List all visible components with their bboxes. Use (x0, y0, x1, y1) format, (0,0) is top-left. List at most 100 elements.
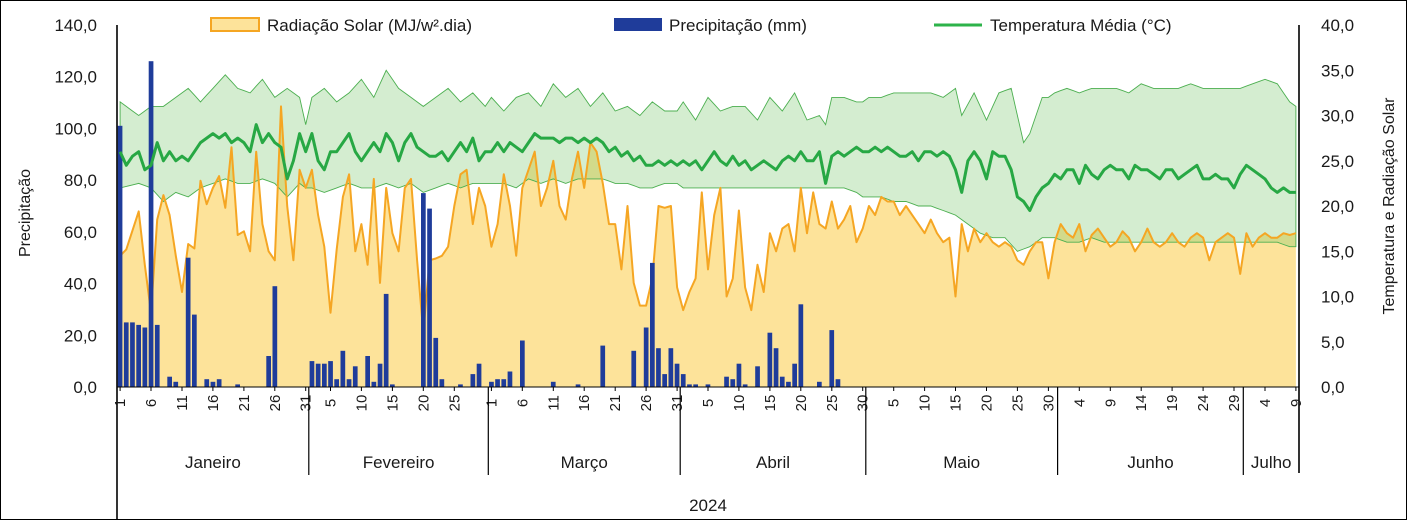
day-tick-label: 29 (1226, 395, 1243, 412)
day-tick-label: 15 (762, 395, 779, 412)
precipitation-bar-19 (315, 363, 321, 387)
right-tick-label: 10,0 (1321, 288, 1354, 307)
left-tick-label: 20,0 (64, 326, 97, 345)
precipitation-bar-26 (365, 356, 370, 387)
right-tick-label: 30,0 (1321, 107, 1354, 126)
precipitation-bars (117, 61, 841, 388)
precipitation-bar-8 (167, 376, 172, 387)
month-label-janeiro: Janeiro (185, 453, 241, 472)
precipitation-bar-15 (235, 384, 240, 387)
precipitation-bar-11 (192, 314, 197, 387)
precipitation-bar-68 (817, 381, 822, 387)
x-axis-year-label: 2024 (689, 496, 727, 515)
precipitation-bar-16 (266, 356, 271, 387)
day-tick-label: 10 (731, 395, 748, 412)
left-tick-label: 60,0 (64, 223, 97, 242)
day-tick-label: 6 (514, 399, 531, 407)
precipitation-bar-12 (204, 379, 210, 387)
day-tick-label: 1 (112, 399, 129, 407)
day-tick-label: 10 (353, 395, 370, 412)
left-axis-ticks: 0,0 20,0 40,0 60,0 80,0 100,0 120,0 140,0 (54, 16, 97, 397)
left-tick-label: 0,0 (73, 378, 97, 397)
left-tick-label: 140,0 (54, 16, 97, 35)
precipitation-bar-57 (724, 376, 729, 387)
day-tick-label: 9 (1288, 399, 1305, 407)
month-label-março: Março (561, 453, 608, 472)
day-tick-label: 16 (576, 395, 593, 412)
day-tick-label: 4 (1257, 399, 1274, 407)
left-tick-label: 120,0 (54, 68, 97, 87)
precipitation-bar-22 (334, 379, 339, 387)
day-tick-label: 15 (384, 395, 401, 412)
day-tick-label: 14 (1133, 395, 1150, 412)
precipitation-bar-27 (371, 381, 377, 387)
precipitation-bar-3 (130, 322, 135, 387)
precipitation-bar-34 (439, 379, 445, 387)
precipitation-bar-5 (142, 327, 148, 387)
right-tick-label: 35,0 (1321, 61, 1354, 80)
day-tick-label: 30 (1040, 395, 1057, 412)
right-tick-label: 15,0 (1321, 242, 1354, 261)
day-tick-label: 6 (143, 399, 160, 407)
precipitation-bar-41 (507, 371, 513, 387)
day-tick-label: 26 (267, 395, 284, 412)
precipitation-bar-61 (755, 366, 760, 387)
precipitation-bar-25 (352, 366, 358, 387)
right-tick-label: 40,0 (1321, 16, 1354, 35)
day-tick-label: 21 (607, 395, 624, 412)
day-tick-label: 11 (545, 395, 562, 411)
precipitation-bar-69 (829, 330, 835, 387)
day-tick-label: 11 (174, 395, 191, 411)
precipitation-bar-7 (154, 324, 160, 387)
temperature-mean-line (118, 123, 1296, 212)
precipitation-bar-1 (117, 125, 123, 388)
day-tick-label: 15 (948, 395, 965, 412)
precipitation-bar-35 (458, 384, 463, 387)
precipitation-bar-33 (433, 337, 439, 387)
precipitation-bar-54 (687, 384, 692, 387)
precipitation-bar-49 (656, 348, 661, 387)
precipitation-bar-56 (705, 384, 711, 387)
right-axis-ticks: 0,0 5,0 10,0 15,0 20,0 25,0 30,0 35,0 40,0 (1321, 16, 1354, 397)
plot-area (116, 25, 1300, 519)
precipitation-bar-42 (520, 340, 525, 387)
day-tick-label: 31 (669, 395, 686, 412)
day-tick-label: 20 (979, 395, 996, 412)
x-axis-months: Janeiro Fevereiro Março Abril Maio Junho Julho (185, 387, 1292, 475)
legend-label-temperature: Temperatura Média (°C) (990, 16, 1172, 35)
day-tick-label: 21 (236, 395, 253, 412)
precipitation-bar-43 (550, 381, 556, 387)
precipitation-bar-17 (272, 286, 278, 387)
legend: Radiação Solar (MJ/w².dia) Precipitação … (210, 16, 1172, 35)
precipitation-bar-36 (470, 374, 476, 387)
precipitation-bar-67 (798, 304, 804, 387)
month-label-fevereiro: Fevereiro (363, 453, 435, 472)
precipitation-bar-29 (383, 293, 389, 387)
precipitation-bar-48 (650, 262, 655, 387)
x-axis-day-ticks: 1 6 11 16 21 26 31 5 10 15 20 25 1 6 11 16 21 26 31 5 10 15 20… (112, 387, 1305, 411)
right-tick-label: 25,0 (1321, 152, 1354, 171)
left-tick-label: 40,0 (64, 275, 97, 294)
precipitation-bar-38 (489, 381, 494, 387)
day-tick-label: 1 (483, 399, 500, 407)
precipitation-bar-39 (495, 379, 500, 387)
precipitation-bar-30 (390, 384, 395, 387)
precipitation-bar-28 (377, 363, 383, 387)
day-tick-label: 24 (1195, 395, 1212, 412)
day-tick-label: 5 (323, 399, 340, 407)
precipitation-bar-51 (668, 348, 674, 387)
precipitation-bar-6 (148, 61, 154, 387)
day-tick-label: 25 (824, 395, 841, 412)
legend-swatch-radiation (210, 17, 260, 32)
precipitation-bar-46 (631, 350, 637, 387)
day-tick-label: 9 (1102, 399, 1119, 407)
legend-label-radiation: Radiação Solar (MJ/w².dia) (267, 16, 472, 35)
day-tick-label: 5 (886, 399, 903, 407)
precipitation-bar-24 (346, 379, 352, 387)
legend-swatch-precipitation (614, 18, 662, 31)
precipitation-bar-52 (674, 363, 680, 387)
right-tick-label: 20,0 (1321, 197, 1354, 216)
precipitation-bar-70 (835, 379, 841, 387)
precipitation-bar-62 (767, 332, 773, 387)
